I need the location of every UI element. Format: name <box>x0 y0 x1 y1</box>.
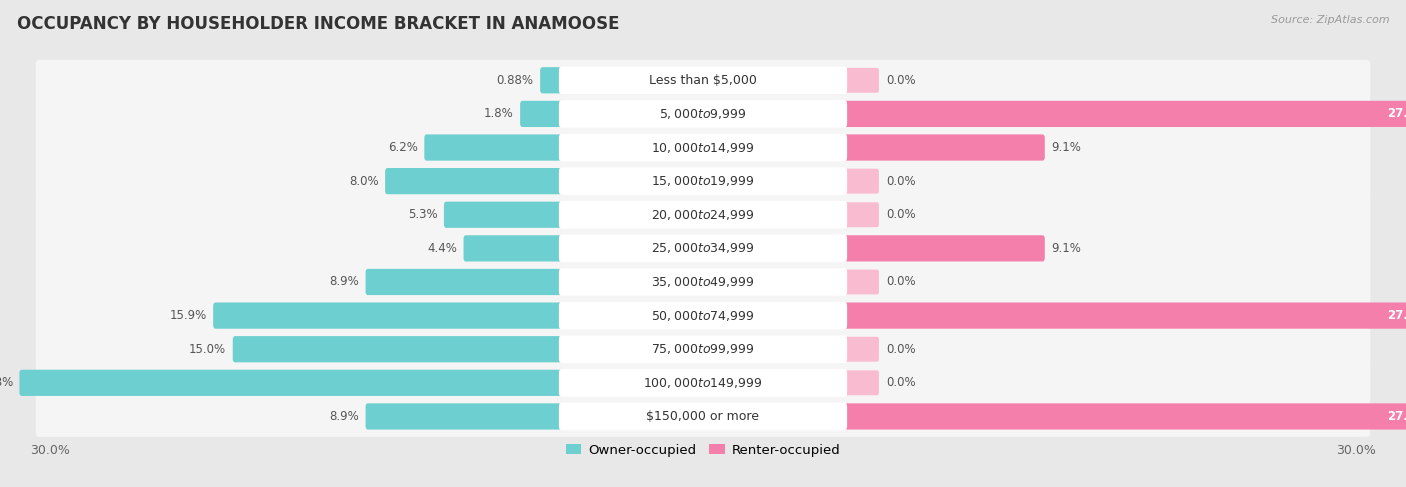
FancyBboxPatch shape <box>842 302 1406 329</box>
Text: 8.9%: 8.9% <box>329 276 359 288</box>
Text: $100,000 to $149,999: $100,000 to $149,999 <box>644 376 762 390</box>
FancyBboxPatch shape <box>842 337 879 362</box>
FancyBboxPatch shape <box>842 68 879 93</box>
Text: 24.8%: 24.8% <box>0 376 13 389</box>
FancyBboxPatch shape <box>520 101 564 127</box>
FancyBboxPatch shape <box>366 403 564 430</box>
FancyBboxPatch shape <box>35 161 1371 202</box>
Text: 15.0%: 15.0% <box>188 343 226 356</box>
Text: $5,000 to $9,999: $5,000 to $9,999 <box>659 107 747 121</box>
FancyBboxPatch shape <box>558 268 848 296</box>
Text: 4.4%: 4.4% <box>427 242 457 255</box>
Text: 5.3%: 5.3% <box>408 208 437 221</box>
FancyBboxPatch shape <box>842 235 1045 262</box>
Text: 15.9%: 15.9% <box>169 309 207 322</box>
Text: $25,000 to $34,999: $25,000 to $34,999 <box>651 242 755 255</box>
FancyBboxPatch shape <box>366 269 564 295</box>
FancyBboxPatch shape <box>35 396 1371 437</box>
FancyBboxPatch shape <box>425 134 564 161</box>
Text: 0.0%: 0.0% <box>886 376 915 389</box>
FancyBboxPatch shape <box>20 370 564 396</box>
FancyBboxPatch shape <box>558 100 848 128</box>
FancyBboxPatch shape <box>558 302 848 329</box>
Text: 8.0%: 8.0% <box>349 175 378 187</box>
FancyBboxPatch shape <box>464 235 564 262</box>
Text: 1.8%: 1.8% <box>484 108 513 120</box>
FancyBboxPatch shape <box>35 262 1371 302</box>
FancyBboxPatch shape <box>540 67 564 94</box>
Text: $150,000 or more: $150,000 or more <box>647 410 759 423</box>
FancyBboxPatch shape <box>558 369 848 396</box>
FancyBboxPatch shape <box>35 228 1371 269</box>
FancyBboxPatch shape <box>842 269 879 295</box>
FancyBboxPatch shape <box>842 371 879 395</box>
FancyBboxPatch shape <box>842 101 1406 127</box>
FancyBboxPatch shape <box>558 168 848 195</box>
Text: OCCUPANCY BY HOUSEHOLDER INCOME BRACKET IN ANAMOOSE: OCCUPANCY BY HOUSEHOLDER INCOME BRACKET … <box>17 15 620 33</box>
Text: Less than $5,000: Less than $5,000 <box>650 74 756 87</box>
FancyBboxPatch shape <box>558 134 848 161</box>
FancyBboxPatch shape <box>444 202 564 228</box>
FancyBboxPatch shape <box>35 60 1371 101</box>
Text: 27.3%: 27.3% <box>1388 410 1406 423</box>
FancyBboxPatch shape <box>558 67 848 94</box>
Text: 6.2%: 6.2% <box>388 141 418 154</box>
Text: $20,000 to $24,999: $20,000 to $24,999 <box>651 208 755 222</box>
Text: 9.1%: 9.1% <box>1052 242 1081 255</box>
FancyBboxPatch shape <box>233 336 564 362</box>
Legend: Owner-occupied, Renter-occupied: Owner-occupied, Renter-occupied <box>560 438 846 462</box>
FancyBboxPatch shape <box>35 194 1371 235</box>
Text: Source: ZipAtlas.com: Source: ZipAtlas.com <box>1271 15 1389 25</box>
FancyBboxPatch shape <box>35 329 1371 370</box>
Text: 0.0%: 0.0% <box>886 276 915 288</box>
Text: 0.0%: 0.0% <box>886 74 915 87</box>
FancyBboxPatch shape <box>558 336 848 363</box>
Text: 9.1%: 9.1% <box>1052 141 1081 154</box>
FancyBboxPatch shape <box>385 168 564 194</box>
FancyBboxPatch shape <box>35 127 1371 168</box>
Text: $50,000 to $74,999: $50,000 to $74,999 <box>651 309 755 322</box>
FancyBboxPatch shape <box>842 134 1045 161</box>
Text: $35,000 to $49,999: $35,000 to $49,999 <box>651 275 755 289</box>
Text: 27.3%: 27.3% <box>1388 309 1406 322</box>
Text: 27.3%: 27.3% <box>1388 108 1406 120</box>
FancyBboxPatch shape <box>214 302 564 329</box>
Text: 0.88%: 0.88% <box>496 74 534 87</box>
FancyBboxPatch shape <box>558 201 848 228</box>
FancyBboxPatch shape <box>558 235 848 262</box>
FancyBboxPatch shape <box>842 202 879 227</box>
Text: $15,000 to $19,999: $15,000 to $19,999 <box>651 174 755 188</box>
Text: 0.0%: 0.0% <box>886 175 915 187</box>
Text: $75,000 to $99,999: $75,000 to $99,999 <box>651 342 755 356</box>
FancyBboxPatch shape <box>35 362 1371 403</box>
Text: 0.0%: 0.0% <box>886 208 915 221</box>
FancyBboxPatch shape <box>35 94 1371 134</box>
Text: $10,000 to $14,999: $10,000 to $14,999 <box>651 141 755 154</box>
FancyBboxPatch shape <box>558 403 848 430</box>
Text: 8.9%: 8.9% <box>329 410 359 423</box>
FancyBboxPatch shape <box>35 295 1371 336</box>
Text: 0.0%: 0.0% <box>886 343 915 356</box>
FancyBboxPatch shape <box>842 403 1406 430</box>
FancyBboxPatch shape <box>842 169 879 193</box>
